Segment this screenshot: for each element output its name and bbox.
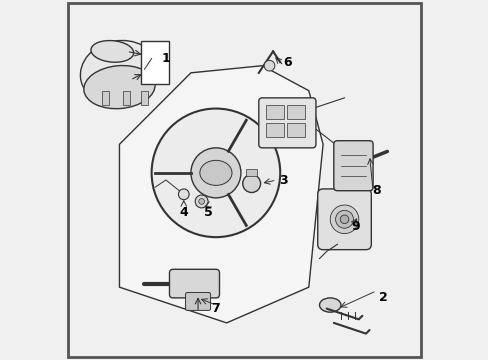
Circle shape: [340, 215, 348, 224]
Ellipse shape: [80, 40, 158, 105]
Circle shape: [198, 199, 204, 204]
Polygon shape: [119, 66, 323, 323]
Text: 3: 3: [279, 174, 287, 186]
Text: 2: 2: [379, 291, 387, 305]
Circle shape: [195, 195, 207, 208]
Text: 7: 7: [211, 302, 220, 315]
Bar: [246, 169, 257, 176]
Circle shape: [242, 175, 260, 193]
FancyBboxPatch shape: [258, 98, 315, 148]
Ellipse shape: [83, 66, 155, 109]
Ellipse shape: [91, 41, 133, 62]
Circle shape: [264, 60, 274, 71]
Text: 8: 8: [371, 184, 380, 197]
Bar: [102, 91, 108, 105]
Ellipse shape: [200, 160, 231, 185]
FancyBboxPatch shape: [141, 41, 169, 84]
Circle shape: [329, 205, 358, 234]
Text: 1: 1: [161, 52, 170, 65]
FancyBboxPatch shape: [185, 293, 210, 310]
FancyBboxPatch shape: [317, 189, 370, 249]
Bar: [287, 105, 305, 119]
Text: 6: 6: [283, 55, 291, 69]
Bar: [123, 91, 130, 105]
Circle shape: [151, 109, 280, 237]
Circle shape: [190, 148, 241, 198]
FancyBboxPatch shape: [169, 269, 219, 298]
Circle shape: [178, 189, 189, 200]
Ellipse shape: [319, 298, 340, 312]
Circle shape: [335, 210, 353, 228]
Text: 4: 4: [179, 206, 188, 219]
Bar: [141, 91, 148, 105]
Bar: [287, 123, 305, 137]
Text: 5: 5: [204, 206, 213, 219]
Bar: [265, 123, 283, 137]
FancyBboxPatch shape: [333, 141, 372, 191]
Bar: [265, 105, 283, 119]
Text: 9: 9: [350, 220, 359, 233]
